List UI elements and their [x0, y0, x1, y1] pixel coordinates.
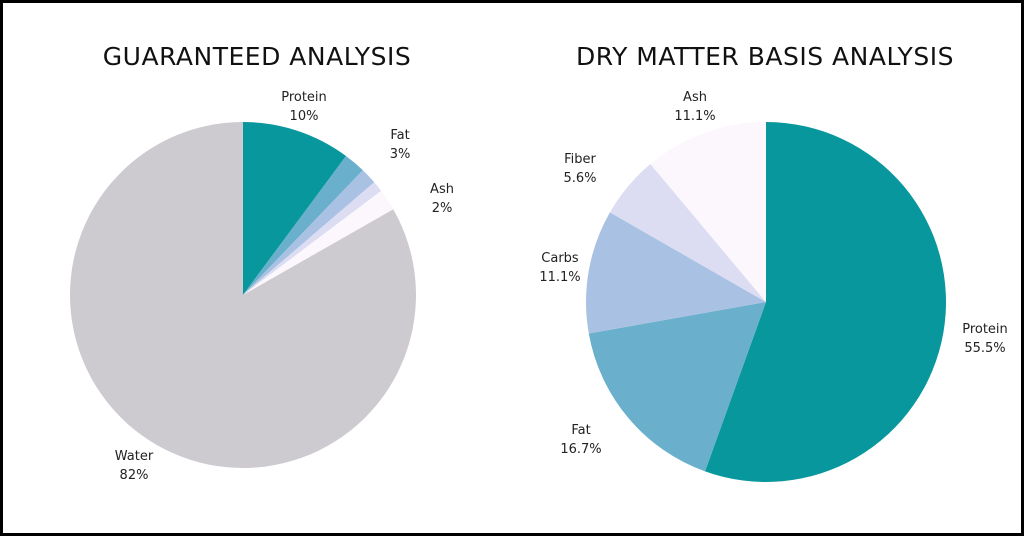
- pie-slice-protein: [705, 122, 946, 482]
- slice-value-fiber: 5.6%: [563, 171, 596, 186]
- slice-label-ash: Ash: [430, 182, 454, 197]
- slice-labels: Protein 10% Fat 3% Ash 2% Water 82% Protein 55.5%…: [115, 90, 1008, 483]
- slice-label-ash: Ash: [683, 90, 707, 105]
- slice-label-fat: Fat: [390, 128, 409, 143]
- slice-value-fat: 3%: [390, 147, 411, 162]
- slice-label-protein: Protein: [281, 90, 327, 105]
- pie-guaranteed-analysis: [69, 122, 416, 468]
- chart-title-guaranteed: GUARANTEED ANALYSIS: [103, 42, 411, 71]
- slice-value-water: 82%: [120, 468, 149, 483]
- slice-value-ash: 11.1%: [674, 109, 715, 124]
- pie-dry-matter-analysis: [586, 121, 946, 482]
- slice-label-carbs: Carbs: [541, 251, 579, 266]
- pie-slice-fat: [588, 302, 766, 472]
- pie-slice-protein: [243, 122, 347, 295]
- pie-slice-water: [69, 122, 416, 468]
- chart-title-dry-matter: DRY MATTER BASIS ANALYSIS: [576, 42, 954, 71]
- slice-label-water: Water: [115, 449, 154, 464]
- pie-slice-unlabeled-1: [243, 156, 363, 295]
- pie-slice-fiber: [609, 164, 766, 302]
- pie-slice-ash: [650, 121, 766, 302]
- pie-slice-ash: [243, 190, 394, 295]
- pie-slice-carbs: [586, 212, 766, 334]
- slice-value-protein: 55.5%: [964, 341, 1005, 356]
- pie-slice-unlabeled-3: [243, 182, 382, 295]
- slice-value-ash: 2%: [432, 201, 453, 216]
- pie-slice-fat: [243, 170, 375, 295]
- slice-label-fiber: Fiber: [564, 152, 596, 167]
- slice-value-protein: 10%: [290, 109, 319, 124]
- slice-label-protein: Protein: [962, 322, 1008, 337]
- slice-value-carbs: 11.1%: [539, 270, 580, 285]
- slice-value-fat: 16.7%: [560, 442, 601, 457]
- slice-label-fat: Fat: [571, 423, 590, 438]
